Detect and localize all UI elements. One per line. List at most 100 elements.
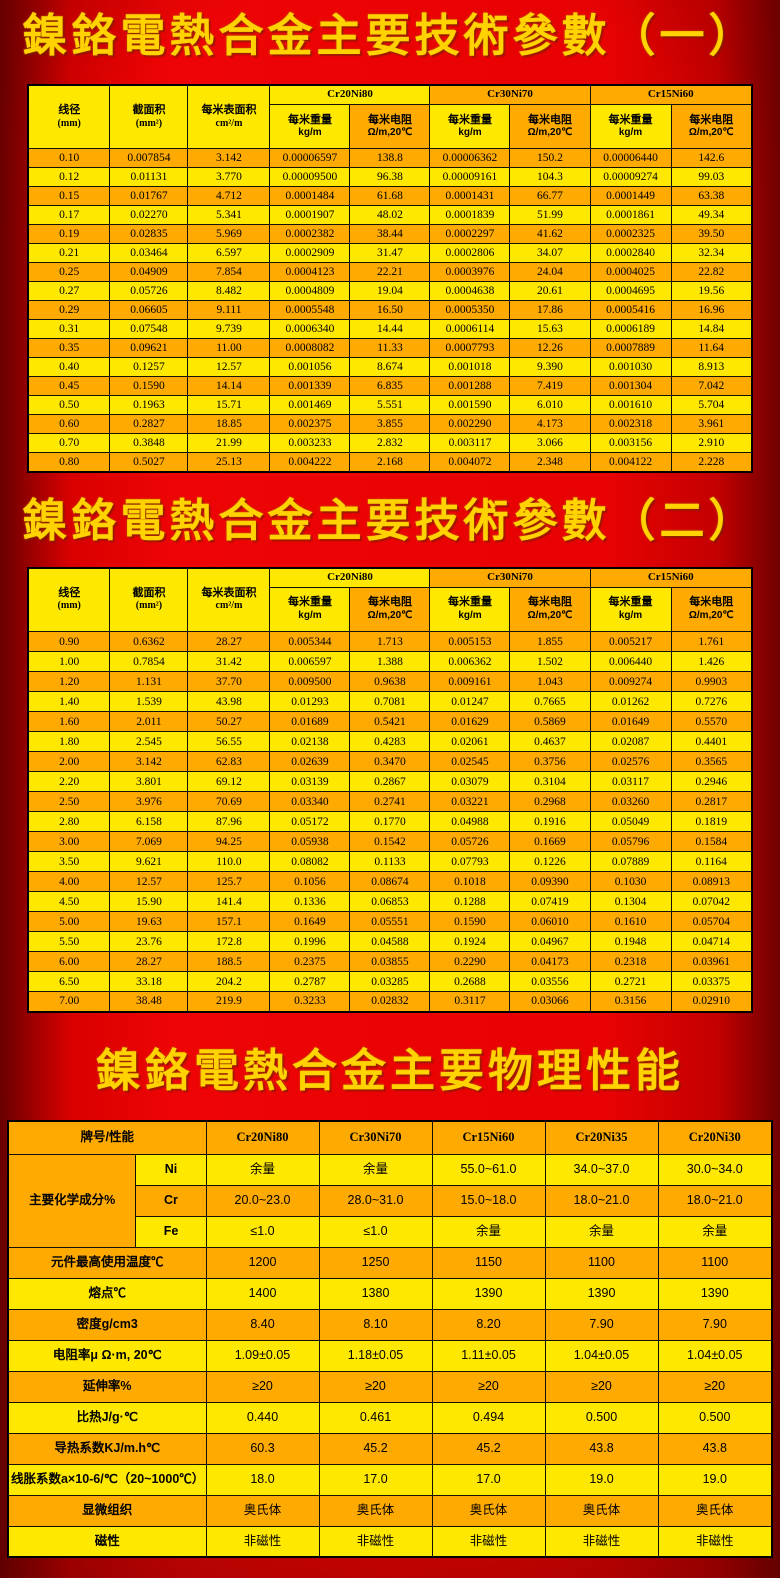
table-cell: 0.03961 [670,951,753,972]
table-cell: 0.21 [27,243,111,264]
table-row: 1.20 1.131 37.70 0.009500 0.9638 0.009161 1.04… [27,671,753,692]
property-value: 1200 [205,1246,320,1279]
resistance-label: 每米电阻 [689,113,734,126]
col-header-resistance: 每米电阻 Ω/m,20℃ [349,587,431,632]
table-cell: 0.01689 [269,711,351,732]
table-row: 0.19 0.02835 5.969 0.0002382 38.44 0.0002297 4… [27,224,753,245]
table-cell: 0.70 [27,433,111,454]
table-cell: 0.1257 [109,357,189,378]
col-header-resistance: 每米电阻 Ω/m,20℃ [670,587,753,632]
table-cell: 0.4637 [509,731,591,752]
table-cell: 38.44 [349,224,431,245]
table-cell: 余量 [431,1215,546,1248]
table-row: 0.60 0.2827 18.85 0.002375 3.855 0.002290 4.17… [27,414,753,435]
weight-label: 每米重量 [287,113,332,126]
table-cell: 0.07548 [109,319,189,340]
table-row: 1.80 2.545 56.55 0.02138 0.4283 0.02061 0.4637… [27,731,753,752]
weight-label: 每米重量 [447,596,492,609]
col-header-section-area: 截面积 (mm²) [109,84,189,150]
table-cell: 0.04909 [109,262,189,283]
table-cell: 1.40 [27,691,111,712]
table-cell: 0.90 [27,631,111,652]
table-cell: 0.0002297 [429,224,511,245]
col-header-section-area-unit: (mm²) [135,117,163,129]
col-header-weight: 每米重量 kg/m [589,587,672,632]
table-cell: 0.009500 [269,671,351,692]
table-cell: 0.002290 [429,414,511,435]
table-cell: 1.043 [509,671,591,692]
table-cell: 1.20 [27,671,111,692]
table-cell: 0.05726 [429,831,511,852]
table-cell: 11.33 [349,338,431,359]
table-cell: 余量 [657,1215,773,1248]
col-header-resistance: 每米电阻 Ω/m,20℃ [349,104,431,150]
table-cell: 0.09390 [509,871,591,892]
property-value: 非磁性 [544,1525,659,1558]
table-cell: 0.01262 [589,691,672,712]
table-cell: 0.1226 [509,851,591,872]
table-row: 0.35 0.09621 11.00 0.0008082 11.33 0.0007793 1… [27,338,753,359]
weight-label: 每米重量 [447,113,492,126]
table-cell: 0.1649 [269,911,351,932]
property-row: 电阻率μ Ω·m, 20℃ 1.09±0.05 1.18±0.05 1.11±0.05… [7,1339,773,1372]
table-cell: 0.0005350 [429,300,511,321]
table-cell: 0.004122 [589,452,672,473]
table-row: Fe ≤1.0 ≤1.0 余量 余量 余量 [8,1215,773,1248]
table-row: 0.12 0.01131 3.770 0.00009500 96.38 0.0000916… [27,167,753,188]
property-value: 8.10 [318,1308,433,1341]
table-cell: 15.63 [509,319,591,340]
property-value: 1.09±0.05 [205,1339,320,1372]
property-value: 0.500 [544,1401,659,1434]
col-header-weight: 每米重量 kg/m [429,104,511,150]
table-cell: 0.03079 [429,771,511,792]
table-cell: 69.12 [187,771,271,792]
table-row: 0.29 0.06605 9.111 0.0005548 16.50 0.0005350 1… [27,300,753,321]
property-label: 电阻率μ Ω·m, 20℃ [7,1339,207,1372]
table-cell: 0.3565 [670,751,753,772]
alloy-header-cr30ni70: Cr30Ni70 [429,84,591,106]
table-cell: 87.96 [187,811,271,832]
table-row: 牌号/性能 Cr20Ni80 Cr30Ni70 Cr15Ni60 Cr20Ni3… [7,1120,773,1155]
property-value: 1390 [544,1277,659,1310]
table-cell: 8.674 [349,357,431,378]
table-cell: 0.35 [27,338,111,359]
table-cell: 0.1770 [349,811,431,832]
property-row: 显微组织 奥氏体 奥氏体 奥氏体 奥氏体 奥氏体 [7,1494,773,1527]
table-cell: 0.0001861 [589,205,672,226]
table-cell: 0.07793 [429,851,511,872]
table-cell: 9.621 [109,851,189,872]
table-cell: 110.0 [187,851,271,872]
table-cell: 0.002375 [269,414,351,435]
property-value: 1250 [318,1246,433,1279]
table-cell: 0.0002840 [589,243,672,264]
table-cell: 8.482 [187,281,271,302]
table-cell: 0.5421 [349,711,431,732]
table-cell: 32.34 [670,243,753,264]
col-header-weight: 每米重量 kg/m [429,587,511,632]
property-label: 线胀系数a×10-6/℃（20~1000℃） [7,1463,207,1496]
property-row: 比热J/g·℃ 0.440 0.461 0.494 0.500 0.500 [7,1401,773,1434]
property-value: 0.500 [657,1401,773,1434]
table-cell: 16.50 [349,300,431,321]
property-row: 磁性 非磁性 非磁性 非磁性 非磁性 非磁性 [7,1525,773,1558]
table-cell: 0.0004025 [589,262,672,283]
col-header-section-area-label: 截面积 [132,586,166,599]
table-cell: 0.01649 [589,711,672,732]
table-cell: 9.739 [187,319,271,340]
property-value: 非磁性 [431,1525,546,1558]
table-cell: 0.04967 [509,931,591,952]
table-cell: 3.00 [27,831,111,852]
table-cell: 0.002318 [589,414,672,435]
tech-params-table-1: 线径 (mm) 截面积 (mm²) 每米表面积 cm²/m Cr20Ni80 Cr30… [26,83,754,473]
weight-unit: kg/m [298,127,322,139]
table-cell: 0.07889 [589,851,672,872]
table-cell: 0.02832 [349,991,431,1012]
table-cell: 96.38 [349,167,431,188]
table-cell: 0.0004809 [269,281,351,302]
table-cell: 0.1584 [670,831,753,852]
table-cell: 188.5 [187,951,271,972]
table-cell: 3.50 [27,851,111,872]
property-value: 奥氏体 [431,1494,546,1527]
table-row: 2.50 3.976 70.69 0.03340 0.2741 0.03221 0.2968… [27,791,753,812]
table-cell: 39.50 [670,224,753,245]
